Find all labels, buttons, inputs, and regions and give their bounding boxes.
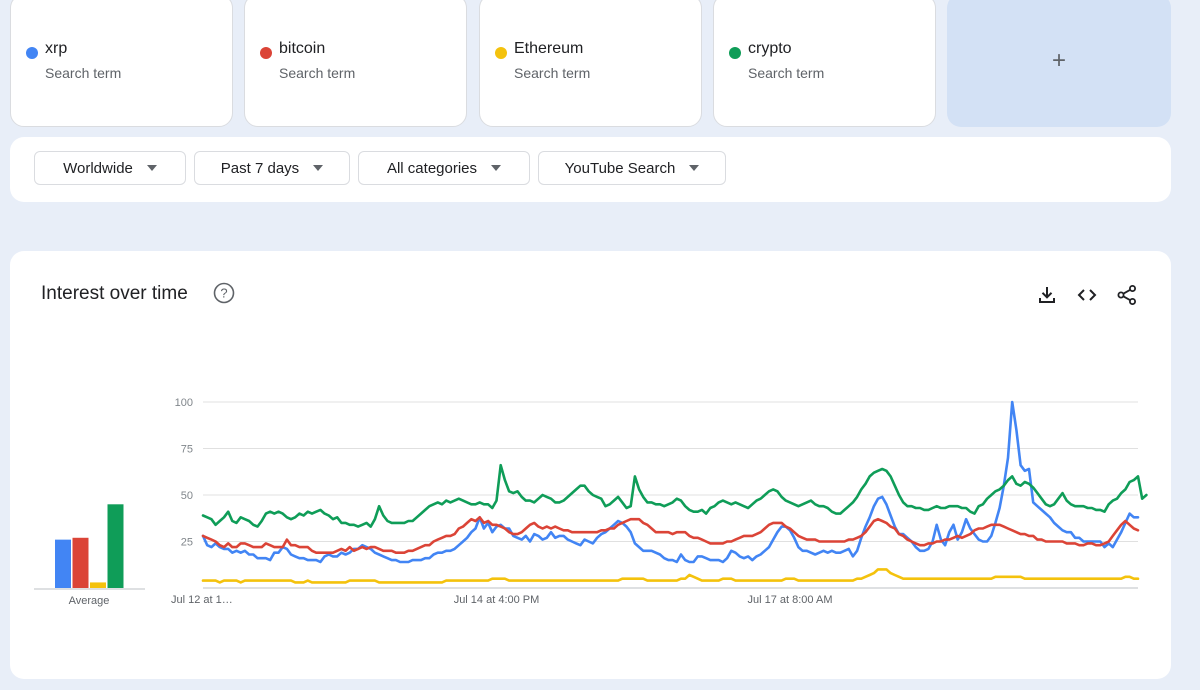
time-range-label: Past 7 days <box>220 159 300 177</box>
average-bar-bitcoin <box>72 537 89 588</box>
filter-bar: Worldwide Past 7 days All categories You… <box>10 137 1171 202</box>
series-line-crypto <box>201 463 1148 528</box>
x-tick-label: Jul 14 at 4:00 PM <box>454 594 540 606</box>
add-icon: + <box>1051 46 1066 74</box>
series-line-bitcoin <box>201 515 1140 555</box>
svg-text:?: ? <box>220 286 227 301</box>
term-name: bitcoin <box>279 40 326 57</box>
y-tick-label: 100 <box>175 397 193 409</box>
search-term-card-ethereum[interactable]: Ethereum Search term <box>479 0 702 127</box>
search-type-dropdown[interactable]: YouTube Search <box>538 151 726 185</box>
category-label: All categories <box>386 159 478 177</box>
average-bar-crypto <box>107 504 124 588</box>
region-label: Worldwide <box>63 159 133 177</box>
interest-chart: 25 50 75 100 Jul 12 at 1… Jul 14 at 4:00 PM Ju… <box>34 397 1148 607</box>
average-bar-ethereum <box>90 582 106 588</box>
share-icon[interactable] <box>1116 284 1138 306</box>
term-name: crypto <box>748 40 792 57</box>
download-icon[interactable] <box>1036 284 1058 306</box>
y-tick-label: 25 <box>181 537 193 549</box>
search-term-card-bitcoin[interactable]: bitcoin Search term <box>244 0 467 127</box>
y-tick-label: 50 <box>181 490 193 502</box>
term-subtitle: Search term <box>45 65 122 81</box>
y-tick-label: 75 <box>181 444 193 456</box>
series-line-ethereum <box>201 568 1140 584</box>
search-type-label: YouTube Search <box>564 159 676 177</box>
chevron-down-icon <box>313 165 324 171</box>
term-subtitle: Search term <box>748 65 825 81</box>
term-name: xrp <box>45 40 68 57</box>
average-bar-xrp <box>55 539 71 588</box>
time-range-dropdown[interactable]: Past 7 days <box>194 151 350 185</box>
term-color-dot <box>260 47 272 59</box>
search-term-card-crypto[interactable]: crypto Search term <box>713 0 936 127</box>
region-dropdown[interactable]: Worldwide <box>34 151 186 185</box>
average-label: Average <box>69 595 110 607</box>
term-name: Ethereum <box>514 40 584 57</box>
term-subtitle: Search term <box>279 65 356 81</box>
add-comparison-button[interactable]: + <box>947 0 1171 127</box>
chevron-down-icon <box>689 165 700 171</box>
series-line-xrp <box>201 400 1140 564</box>
term-color-dot <box>26 47 38 59</box>
search-term-card-xrp[interactable]: xrp Search term <box>10 0 233 127</box>
category-dropdown[interactable]: All categories <box>358 151 530 185</box>
x-tick-label: Jul 12 at 1… <box>171 594 233 606</box>
section-title: Interest over time <box>41 283 188 304</box>
term-color-dot <box>729 47 741 59</box>
interest-over-time-card: Interest over time ? 25 50 75 100 Jul 12 at … <box>10 251 1171 679</box>
chevron-down-icon <box>491 165 502 171</box>
term-subtitle: Search term <box>514 65 591 81</box>
chevron-down-icon <box>146 165 157 171</box>
help-icon[interactable]: ? <box>213 282 235 304</box>
x-tick-label: Jul 17 at 8:00 AM <box>747 594 832 606</box>
term-color-dot <box>495 47 507 59</box>
embed-icon[interactable] <box>1076 284 1098 306</box>
